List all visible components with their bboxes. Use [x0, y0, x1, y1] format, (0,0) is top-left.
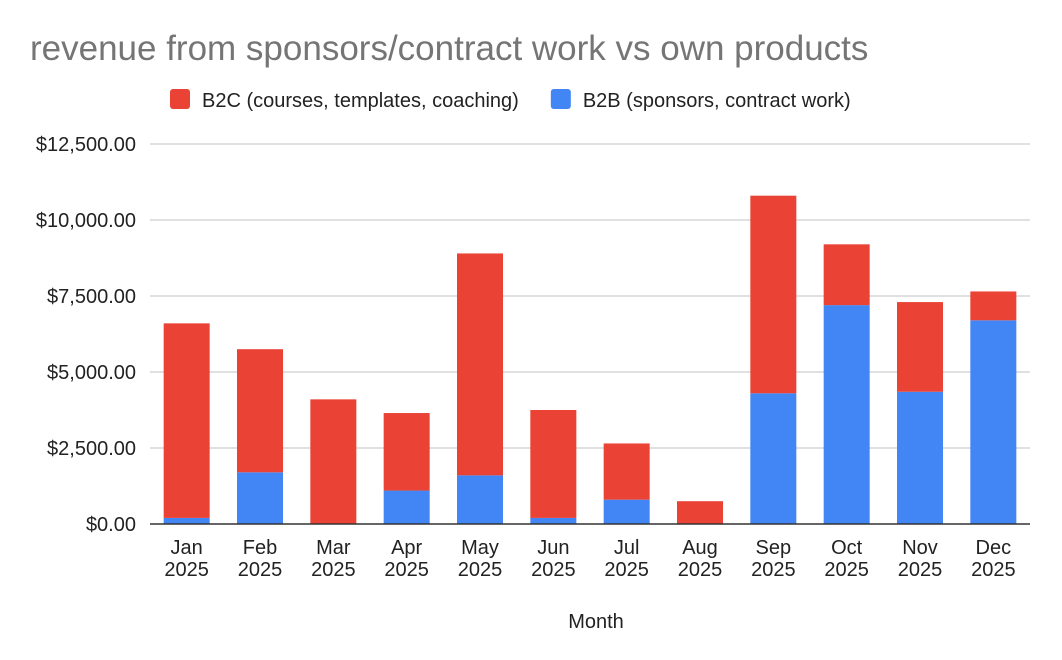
- y-axis-tick-labels: $0.00 $2,500.00 $5,000.00 $7,500.00 $10,000.…: [36, 134, 136, 536]
- bar-b2c-aug: [677, 501, 723, 524]
- bar-b2c-jul: [603, 443, 650, 500]
- x-tick-label-month: Sep: [756, 537, 792, 559]
- x-tick-label-year: 2025: [971, 559, 1016, 581]
- y-tick-label: $7,500.00: [47, 286, 136, 308]
- bar-b2c-jun: [530, 410, 577, 518]
- bar-b2b-nov: [897, 391, 943, 524]
- x-tick-label-year: 2025: [898, 559, 943, 581]
- x-tick-label-year: 2025: [678, 559, 723, 581]
- bar-b2c-feb: [237, 349, 283, 473]
- bar-b2b-jul: [603, 499, 650, 524]
- x-tick-label-year: 2025: [604, 559, 649, 581]
- bar-b2c-may: [457, 253, 503, 476]
- bar-b2b-oct: [823, 305, 870, 524]
- x-tick-label-month: Jun: [537, 537, 569, 559]
- y-tick-label: $12,500.00: [36, 134, 136, 156]
- bar-b2b-apr: [383, 490, 430, 524]
- chart-title: revenue from sponsors/contract work vs o…: [30, 29, 868, 68]
- legend-swatch: [170, 89, 190, 109]
- x-tick-label-month: Apr: [391, 537, 422, 559]
- bar-b2b-dec: [970, 320, 1017, 524]
- x-tick-label-year: 2025: [238, 559, 283, 581]
- x-tick-label-month: Dec: [976, 537, 1012, 559]
- bar-b2b-sep: [750, 393, 797, 524]
- gridlines: [150, 143, 1030, 449]
- bar-b2c-oct: [823, 244, 870, 306]
- x-tick-label-year: 2025: [164, 559, 209, 581]
- bar-b2c-apr: [383, 413, 430, 491]
- x-tick-label-month: Aug: [682, 537, 718, 559]
- y-tick-label: $5,000.00: [47, 362, 136, 384]
- x-tick-label-year: 2025: [531, 559, 576, 581]
- y-tick-label: $0.00: [86, 514, 136, 536]
- bar-b2b-may: [457, 475, 503, 524]
- x-tick-label-year: 2025: [751, 559, 796, 581]
- legend-label: B2B (sponsors, contract work): [583, 90, 851, 112]
- bar-b2c-nov: [897, 302, 943, 392]
- bar-b2c-jan: [163, 323, 210, 518]
- x-tick-label-month: Nov: [902, 537, 938, 559]
- bar-b2b-jun: [530, 517, 577, 524]
- legend-label: B2C (courses, templates, coaching): [202, 90, 519, 112]
- x-tick-label-year: 2025: [458, 559, 503, 581]
- x-tick-label-month: Jan: [171, 537, 203, 559]
- x-tick-label-year: 2025: [824, 559, 869, 581]
- x-tick-label-month: Jul: [614, 537, 640, 559]
- x-axis-title: Month: [568, 611, 624, 633]
- bar-b2b-jan: [163, 517, 210, 524]
- bars: [163, 195, 1017, 524]
- x-tick-label-month: Feb: [243, 537, 277, 559]
- x-tick-label-year: 2025: [384, 559, 429, 581]
- y-tick-label: $10,000.00: [36, 210, 136, 232]
- x-tick-label-month: Oct: [831, 537, 863, 559]
- legend: B2C (courses, templates, coaching) B2B (s…: [170, 89, 851, 112]
- bar-b2b-feb: [237, 472, 283, 524]
- x-tick-label-month: Mar: [316, 537, 351, 559]
- y-tick-label: $2,500.00: [47, 438, 136, 460]
- legend-swatch: [550, 89, 571, 109]
- bar-b2c-dec: [970, 291, 1017, 321]
- bar-b2c-sep: [750, 195, 797, 394]
- x-axis-tick-labels: Jan2025Feb2025Mar2025Apr2025May2025Jun20…: [164, 537, 1015, 581]
- bar-b2c-mar: [310, 399, 357, 524]
- x-tick-label-month: May: [461, 537, 499, 559]
- x-tick-label-year: 2025: [311, 559, 356, 581]
